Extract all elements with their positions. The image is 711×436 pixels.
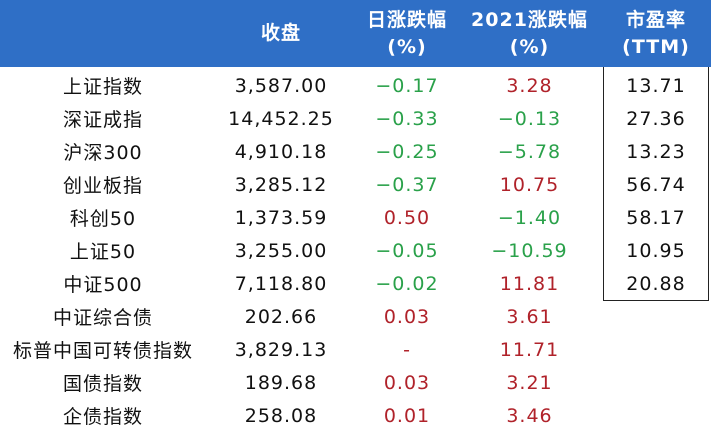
- ytd-change-cell: 11.71: [499, 338, 560, 361]
- header-ytd-change: 2021涨跌幅 (%): [458, 0, 601, 67]
- pe-value-cell: 27.36: [626, 107, 686, 130]
- table-row: 国债指数 189.68 0.03 3.21: [0, 366, 711, 399]
- day-change-cell: −0.17: [375, 74, 439, 97]
- index-name-cell: 上证指数: [62, 76, 143, 98]
- header-pe-unit: (TTM): [622, 35, 690, 58]
- ytd-change-cell: −0.13: [497, 107, 562, 130]
- pe-value-cell: 20.88: [626, 272, 686, 295]
- table-row: 中证综合债 202.66 0.03 3.61: [0, 300, 711, 333]
- pe-value-cell: 13.71: [626, 74, 686, 97]
- ytd-change-cell: 11.81: [499, 272, 560, 295]
- ytd-change-cell: −5.78: [497, 140, 562, 163]
- close-value-cell: 3,285.12: [234, 173, 328, 196]
- index-name-cell: 深证成指: [62, 109, 143, 131]
- day-change-cell: −0.37: [375, 173, 439, 196]
- header-day-change: 日涨跌幅 (%): [356, 0, 458, 67]
- day-change-cell: 0.03: [383, 371, 431, 394]
- pe-value-cell: 13.23: [626, 140, 686, 163]
- pe-value-cell: [601, 399, 711, 432]
- ytd-change-cell: 10.75: [499, 173, 560, 196]
- header-day-change-label: 日涨跌幅: [366, 8, 447, 31]
- ytd-change-cell: −10.59: [491, 239, 568, 262]
- table-header: 收盘 日涨跌幅 (%) 2021涨跌幅 (%) 市盈率 (TTM): [0, 0, 711, 67]
- close-value-cell: 202.66: [244, 305, 318, 328]
- pe-value-cell: 58.17: [626, 206, 686, 229]
- close-value-cell: 7,118.80: [234, 272, 328, 295]
- index-name-cell: 科创50: [69, 208, 137, 230]
- header-pe: 市盈率 (TTM): [601, 0, 711, 67]
- index-name-cell: 上证50: [69, 241, 137, 263]
- close-value-cell: 189.68: [244, 371, 318, 394]
- table-row: 上证指数 3,587.00 −0.17 3.28 13.71: [0, 69, 711, 102]
- day-change-cell: −0.33: [375, 107, 439, 130]
- index-name-cell: 国债指数: [62, 373, 143, 395]
- table-row: 深证成指 14,452.25 −0.33 −0.13 27.36: [0, 102, 711, 135]
- header-pe-label: 市盈率: [625, 8, 686, 31]
- header-ytd-change-label: 2021涨跌幅: [471, 8, 588, 31]
- header-day-change-unit: (%): [387, 35, 427, 58]
- header-ytd-change-unit: (%): [509, 35, 550, 58]
- pe-value-cell: 10.95: [626, 239, 686, 262]
- ytd-change-cell: −1.40: [497, 206, 562, 229]
- header-close-label: 收盘: [260, 22, 301, 44]
- ytd-change-cell: 3.46: [506, 404, 553, 427]
- close-value-cell: 3,587.00: [234, 74, 328, 97]
- day-change-cell: 0.01: [383, 404, 431, 427]
- index-name-cell: 沪深300: [63, 142, 143, 164]
- pe-value-cell: [601, 300, 711, 333]
- table-row: 标普中国可转债指数 3,829.13 - 11.71: [0, 333, 711, 366]
- day-change-cell: 0.50: [383, 206, 431, 229]
- day-change-cell: 0.03: [383, 305, 431, 328]
- close-value-cell: 1,373.59: [234, 206, 328, 229]
- day-change-cell: −0.02: [375, 272, 439, 295]
- ytd-change-cell: 3.28: [506, 74, 553, 97]
- table-row: 上证50 3,255.00 −0.05 −10.59 10.95: [0, 234, 711, 267]
- pe-value-cell: 56.74: [626, 173, 686, 196]
- table-row: 企债指数 258.08 0.01 3.46: [0, 399, 711, 432]
- pe-column-border: [603, 67, 709, 301]
- index-name-cell: 标普中国可转债指数: [12, 340, 193, 362]
- index-name-cell: 中证500: [63, 274, 143, 296]
- index-name-cell: 创业板指: [62, 175, 143, 197]
- index-name-cell: 中证综合债: [52, 307, 153, 329]
- pe-value-cell: [601, 366, 711, 399]
- day-change-cell: −0.25: [375, 140, 439, 163]
- close-value-cell: 3,255.00: [234, 239, 328, 262]
- header-close: 收盘: [206, 0, 356, 67]
- close-value-cell: 14,452.25: [228, 107, 334, 130]
- ytd-change-cell: 3.61: [506, 305, 553, 328]
- pe-value-cell: [601, 333, 711, 366]
- day-change-cell: −0.05: [375, 239, 439, 262]
- index-name-cell: 企债指数: [62, 406, 143, 428]
- close-value-cell: 258.08: [244, 404, 318, 427]
- ytd-change-cell: 3.21: [506, 371, 553, 394]
- day-change-cell: -: [403, 338, 411, 361]
- close-value-cell: 4,910.18: [234, 140, 328, 163]
- close-value-cell: 3,829.13: [234, 338, 328, 361]
- table-row: 沪深300 4,910.18 −0.25 −5.78 13.23: [0, 135, 711, 168]
- table-row: 创业板指 3,285.12 −0.37 10.75 56.74: [0, 168, 711, 201]
- table-row: 科创50 1,373.59 0.50 −1.40 58.17: [0, 201, 711, 234]
- table-row: 中证500 7,118.80 −0.02 11.81 20.88: [0, 267, 711, 300]
